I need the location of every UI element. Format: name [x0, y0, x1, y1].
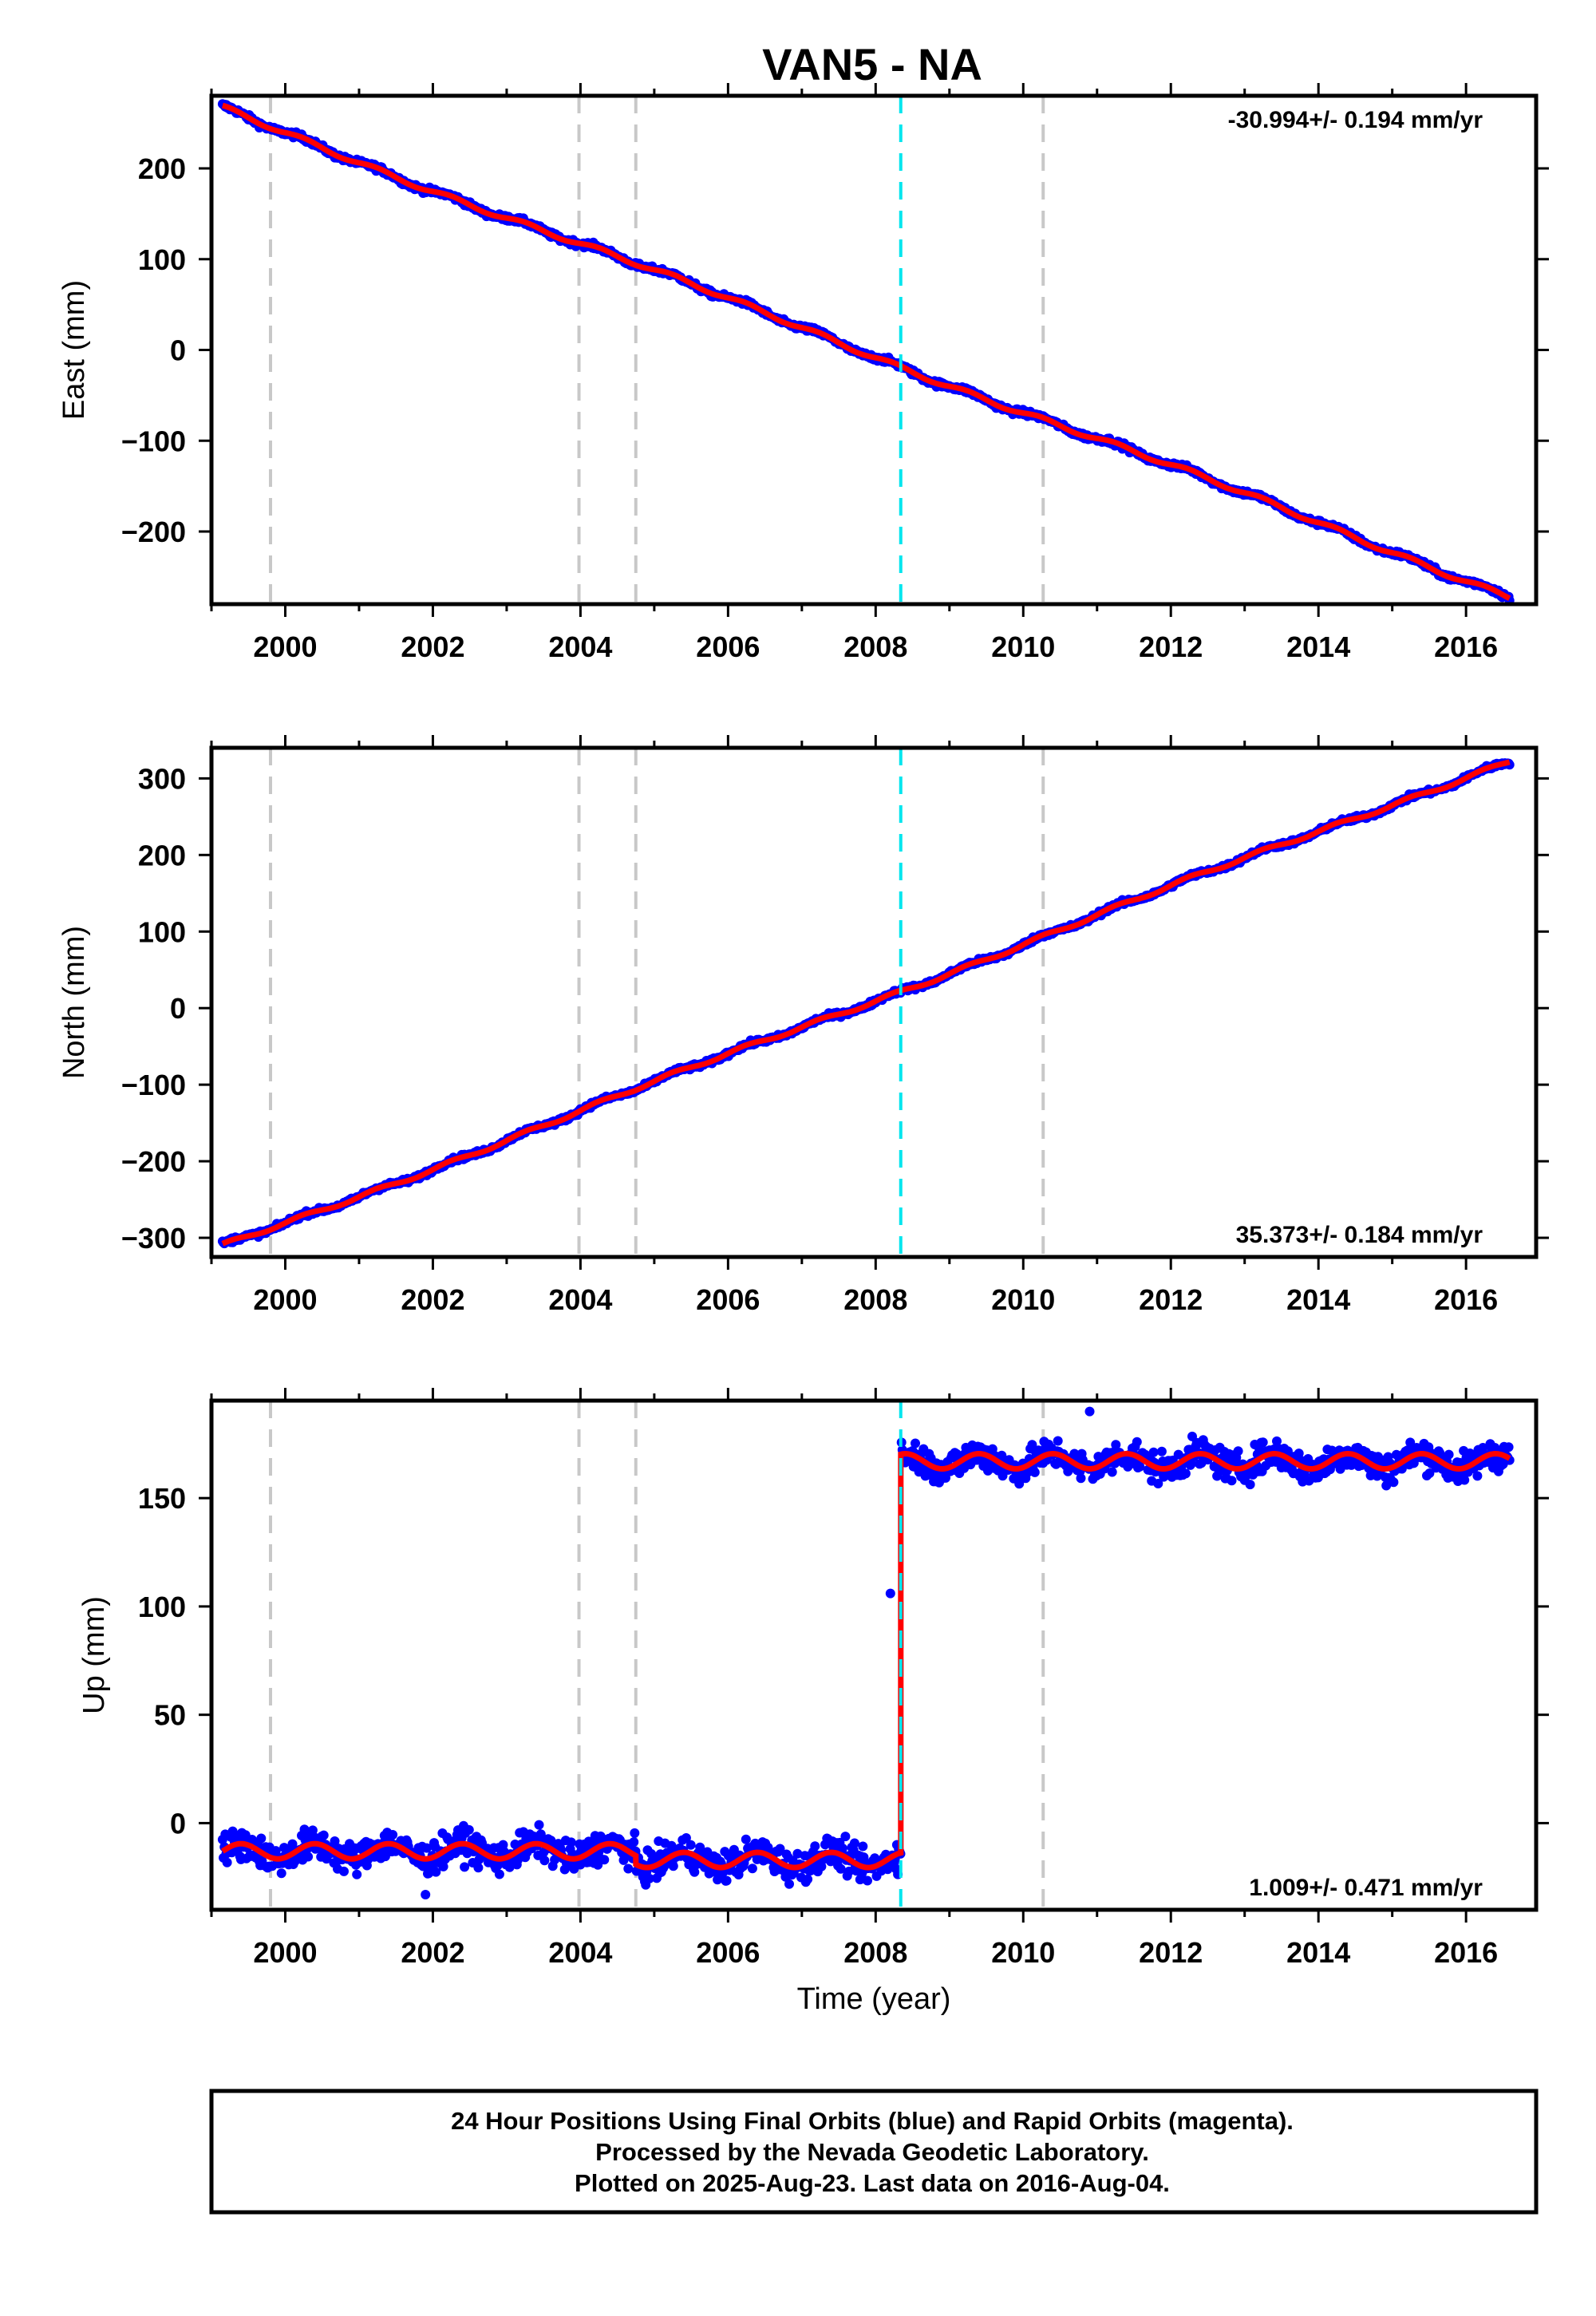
x-tick-label: 2006 [696, 1283, 760, 1316]
velocity-label: 35.373+/- 0.184 mm/yr [1236, 1222, 1483, 1248]
footer-frame [209, 2089, 1539, 2215]
series-group [217, 99, 1515, 604]
y-axis-label: Up (mm) [77, 1596, 111, 1714]
x-tick-label: 2008 [843, 1936, 907, 1969]
outlier-point [1084, 1406, 1095, 1417]
y-tick-label: 0 [170, 992, 186, 1025]
x-tick-label: 2016 [1434, 1283, 1498, 1316]
panel-frame [209, 1398, 1539, 1912]
final-orbit-points [217, 1431, 1515, 1890]
y-tick-label: −300 [121, 1222, 186, 1255]
x-tick-label: 2014 [1286, 1936, 1350, 1969]
x-tick-label: 2010 [991, 1936, 1055, 1969]
y-tick-label: 200 [138, 839, 186, 871]
y-tick-label: −200 [121, 1145, 186, 1178]
footer-box: 24 Hour Positions Using Final Orbits (bl… [209, 2089, 1539, 2215]
x-tick-label: 2002 [401, 1283, 464, 1316]
panel-east: 2000 2002 2004 2006 2008 2010 2012 2014 2016−200… [57, 83, 1549, 663]
x-axis-label: Time (year) [797, 1982, 951, 2016]
model-fit-line [221, 102, 1511, 601]
model-fit-line [220, 1450, 1511, 1871]
panel-frame [209, 745, 1539, 1259]
y-tick-label: 300 [138, 762, 186, 795]
x-tick-label: 2000 [253, 1936, 317, 1969]
velocity-label: 1.009+/- 0.471 mm/yr [1249, 1875, 1483, 1901]
outlier-point [421, 1889, 431, 1899]
outlier-point [885, 1588, 895, 1599]
x-tick-label: 2012 [1139, 1936, 1203, 1969]
y-tick-label: 100 [138, 243, 186, 276]
x-tick-label: 2008 [843, 630, 907, 663]
y-tick-label: 100 [138, 915, 186, 948]
panel-up: 2000 2002 2004 2006 2008 2010 2012 2014 2016 0 50 1… [77, 1388, 1549, 2016]
y-axis-label: North (mm) [57, 926, 91, 1079]
final-orbit-points [217, 99, 1515, 604]
x-tick-label: 2002 [401, 1936, 464, 1969]
x-tick-label: 2002 [401, 630, 464, 663]
panels: 2000 2002 2004 2006 2008 2010 2012 2014 2016−200… [57, 83, 1549, 2016]
model-fit-line [221, 759, 1511, 1247]
footer-line-2: Processed by the Nevada Geodetic Laborat… [595, 2138, 1149, 2166]
y-tick-label: 0 [170, 1807, 186, 1840]
y-tick-label: 100 [138, 1591, 186, 1623]
footer-line-3: Plotted on 2025-Aug-23. Last data on 201… [575, 2169, 1170, 2197]
footer-line-1: 24 Hour Positions Using Final Orbits (bl… [451, 2107, 1294, 2135]
y-tick-label: −200 [121, 516, 186, 548]
x-tick-label: 2008 [843, 1283, 907, 1316]
x-tick-label: 2006 [696, 1936, 760, 1969]
x-tick-label: 2010 [991, 1283, 1055, 1316]
y-tick-label: 0 [170, 334, 186, 367]
y-tick-label: 50 [154, 1699, 186, 1732]
figure-title: VAN5 - NA [762, 39, 982, 89]
x-tick-label: 2012 [1139, 630, 1203, 663]
y-tick-label: −100 [121, 425, 186, 457]
series-group [217, 758, 1515, 1249]
x-tick-label: 2004 [548, 1283, 612, 1316]
x-tick-label: 2004 [548, 1936, 612, 1969]
x-tick-label: 2016 [1434, 1936, 1498, 1969]
x-tick-label: 2010 [991, 630, 1055, 663]
x-tick-label: 2016 [1434, 630, 1498, 663]
velocity-label: -30.994+/- 0.194 mm/yr [1228, 107, 1483, 133]
series-group [217, 1406, 1515, 1899]
y-tick-label: 200 [138, 152, 186, 185]
x-tick-label: 2014 [1286, 630, 1350, 663]
panel-north: 2000 2002 2004 2006 2008 2010 2012 2014 2016−300… [57, 735, 1549, 1316]
y-axis-label: East (mm) [57, 280, 91, 420]
x-tick-label: 2004 [548, 630, 612, 663]
x-tick-label: 2000 [253, 1283, 317, 1316]
x-tick-label: 2014 [1286, 1283, 1350, 1316]
y-tick-label: −100 [121, 1069, 186, 1101]
x-tick-label: 2000 [253, 630, 317, 663]
x-tick-label: 2012 [1139, 1283, 1203, 1316]
y-tick-label: 150 [138, 1482, 186, 1515]
x-tick-label: 2006 [696, 630, 760, 663]
